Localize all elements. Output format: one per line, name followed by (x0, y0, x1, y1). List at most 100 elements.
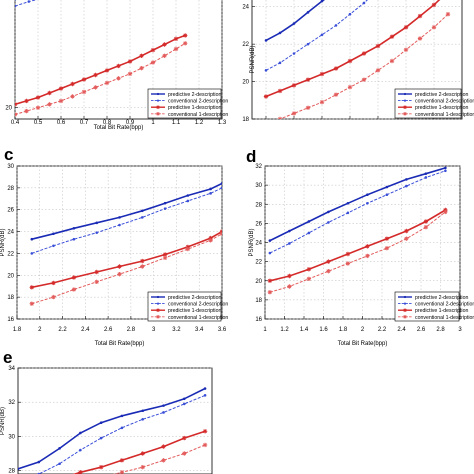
data-point (404, 228, 409, 234)
data-point (173, 46, 179, 52)
data-point (139, 66, 144, 71)
x-tick-label: 0.5 (34, 120, 43, 126)
data-point (72, 226, 76, 230)
data-point (182, 397, 186, 401)
panel-e: 28 30 32 34 PSNR(dB) (0, 366, 213, 474)
series-line-1 (269, 167, 446, 242)
data-point (319, 71, 325, 77)
data-point (347, 58, 353, 64)
legend-marker (403, 302, 407, 305)
x-tick-label: 3 (458, 327, 462, 333)
data-point (375, 68, 381, 73)
data-point (78, 470, 83, 474)
series-group (263, 0, 451, 119)
data-point (362, 1, 366, 5)
legend-marker (403, 295, 407, 299)
data-point (119, 470, 125, 474)
data-point (37, 460, 41, 464)
y-tick-label: 22 (7, 251, 14, 257)
data-point (58, 462, 61, 466)
data-point (423, 219, 429, 224)
data-point (18, 467, 20, 471)
data-point (127, 71, 133, 76)
series-line-3 (15, 34, 186, 106)
x-tick-label: 2.4 (81, 327, 90, 333)
data-point (202, 429, 208, 434)
y-tick-label: 28 (7, 186, 14, 192)
data-point (99, 436, 103, 440)
data-point (405, 184, 408, 188)
data-point (346, 211, 350, 215)
data-point (162, 411, 165, 414)
y-tick-label: 30 (255, 183, 262, 189)
data-point (140, 209, 144, 213)
data-point (58, 447, 61, 450)
data-point (319, 100, 325, 105)
panel-d: 1 1.2 1.4 1.6 1.8 2 2.2 2.4 2.6 2.8 3 16 18 20 22 24 26 2… (249, 164, 474, 347)
data-point (15, 4, 17, 8)
data-point (278, 61, 282, 65)
data-point (361, 77, 367, 82)
legend-entry: conventional 2-description (415, 99, 474, 105)
data-point (51, 280, 56, 286)
data-point (288, 229, 291, 233)
data-point (203, 394, 207, 397)
data-point (162, 252, 168, 257)
series-line-1 (18, 387, 206, 470)
x-tick-label: 1.2 (195, 120, 204, 126)
data-point (72, 237, 76, 241)
data-point (345, 261, 351, 266)
legend-entry: conventional 1-description (168, 112, 228, 118)
y-tick-label: 28 (255, 202, 262, 208)
data-point (431, 2, 437, 7)
data-point (173, 36, 179, 41)
series-group (29, 182, 222, 306)
legend-entry: predictive 1-description (415, 308, 468, 314)
data-point (162, 42, 167, 47)
data-point (186, 199, 190, 203)
data-point (182, 435, 187, 441)
data-point (444, 166, 447, 170)
data-point (366, 193, 369, 196)
legend-marker (403, 92, 407, 96)
data-point (292, 52, 296, 55)
data-point (445, 12, 451, 17)
legend-marker (156, 302, 160, 305)
legend-marker (156, 315, 160, 319)
y-axis-label: PSNR(dB) (0, 228, 6, 256)
x-tick-label: 3 (152, 327, 156, 333)
data-point (71, 275, 77, 280)
data-point (306, 42, 310, 46)
series-group (18, 387, 208, 474)
legend-marker (403, 112, 407, 116)
data-point (306, 11, 310, 14)
series-group (267, 166, 448, 295)
data-point (30, 237, 34, 241)
data-point (29, 301, 34, 306)
data-point (140, 258, 145, 264)
data-point (375, 43, 381, 49)
data-point (220, 182, 222, 185)
data-point (307, 231, 311, 235)
data-point (417, 13, 423, 19)
data-point (348, 12, 352, 16)
data-point (99, 421, 103, 425)
data-point (347, 85, 353, 90)
panel-a: 0.4 0.5 0.6 0.7 0.8 0.9 1 1.1 1.2 1.3 20 Total Bit … (5, 0, 228, 131)
data-point (117, 272, 122, 277)
data-point (24, 108, 29, 114)
data-point (47, 102, 52, 107)
x-tick-label: 1.8 (339, 327, 348, 333)
series-group (15, 0, 188, 117)
data-point (291, 111, 297, 116)
data-point (117, 264, 122, 269)
series-line-2 (265, 0, 368, 71)
x-axis-label: Total Bit Rate(bpp) (95, 341, 145, 347)
legend-entry: predictive 2-description (168, 92, 221, 98)
plot-area (17, 367, 213, 474)
data-point (320, 0, 324, 3)
legend-entry: predictive 2-description (415, 92, 468, 98)
y-axis-label: PSNR(dB) (249, 228, 255, 256)
